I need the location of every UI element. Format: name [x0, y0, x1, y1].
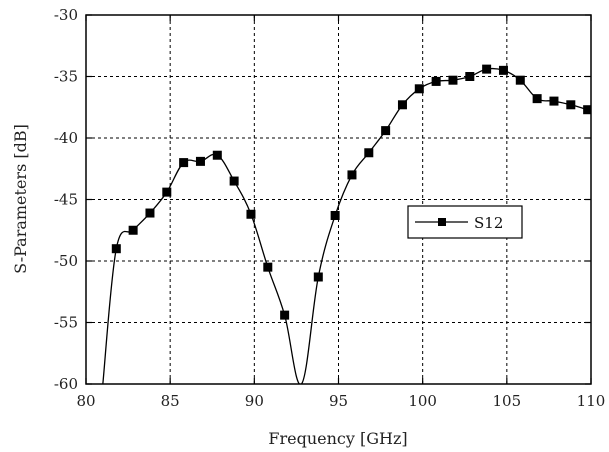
axis-ticks [85, 14, 592, 385]
data-point-marker [364, 148, 374, 158]
data-point-marker [583, 105, 591, 115]
data-point-marker [465, 72, 475, 81]
x-tick-label: 95 [329, 392, 348, 410]
data-point-marker [515, 75, 525, 85]
data-point-marker [145, 208, 155, 218]
data-point-marker [549, 96, 559, 106]
data-point-marker [448, 75, 458, 85]
x-tick-label: 105 [493, 392, 522, 410]
data-point-marker [313, 272, 323, 282]
y-axis-title: S-Parameters [dB] [11, 124, 30, 274]
x-axis-title: Frequency [GHz] [268, 429, 407, 448]
y-tick-label: -45 [54, 191, 78, 209]
data-point-marker [330, 210, 340, 220]
data-point-marker [212, 150, 222, 160]
y-tick-label: -35 [54, 68, 78, 86]
data-point-marker [229, 176, 239, 186]
x-tick-label: 90 [245, 392, 264, 410]
y-tick-label: -50 [54, 252, 78, 270]
x-tick-label: 110 [577, 392, 606, 410]
data-point-marker [381, 126, 391, 136]
data-point-marker [179, 158, 189, 168]
data-point-marker [482, 64, 492, 74]
legend: S12 [407, 205, 523, 239]
data-point-marker [195, 156, 205, 166]
data-point-marker [280, 310, 290, 320]
data-point-marker [566, 100, 576, 110]
y-tick-label: -30 [54, 6, 78, 24]
data-point-marker [414, 84, 424, 94]
x-tick-label: 80 [76, 392, 95, 410]
data-point-marker [532, 94, 542, 104]
data-point-marker [162, 187, 172, 197]
data-point-marker [397, 100, 407, 110]
series-s12 [102, 64, 591, 384]
data-point-marker [263, 262, 273, 272]
data-point-marker [111, 244, 121, 254]
y-tick-label: -40 [54, 129, 78, 147]
y-tick-label: -60 [54, 375, 78, 393]
tick-labels: 80 85 90 95 100 105 110 -60 -55 -50 -45 -40 -35 -30 [54, 6, 605, 410]
grid-lines [86, 15, 591, 384]
x-tick-label: 85 [161, 392, 180, 410]
data-point-marker [246, 209, 256, 219]
data-point-marker [431, 76, 441, 86]
data-point-marker [347, 170, 357, 180]
data-point-marker [128, 225, 138, 235]
legend-label-s12: S12 [474, 214, 503, 232]
x-tick-label: 100 [408, 392, 437, 410]
data-point-marker [498, 65, 508, 75]
legend-marker [438, 218, 446, 226]
y-tick-label: -55 [54, 314, 78, 332]
